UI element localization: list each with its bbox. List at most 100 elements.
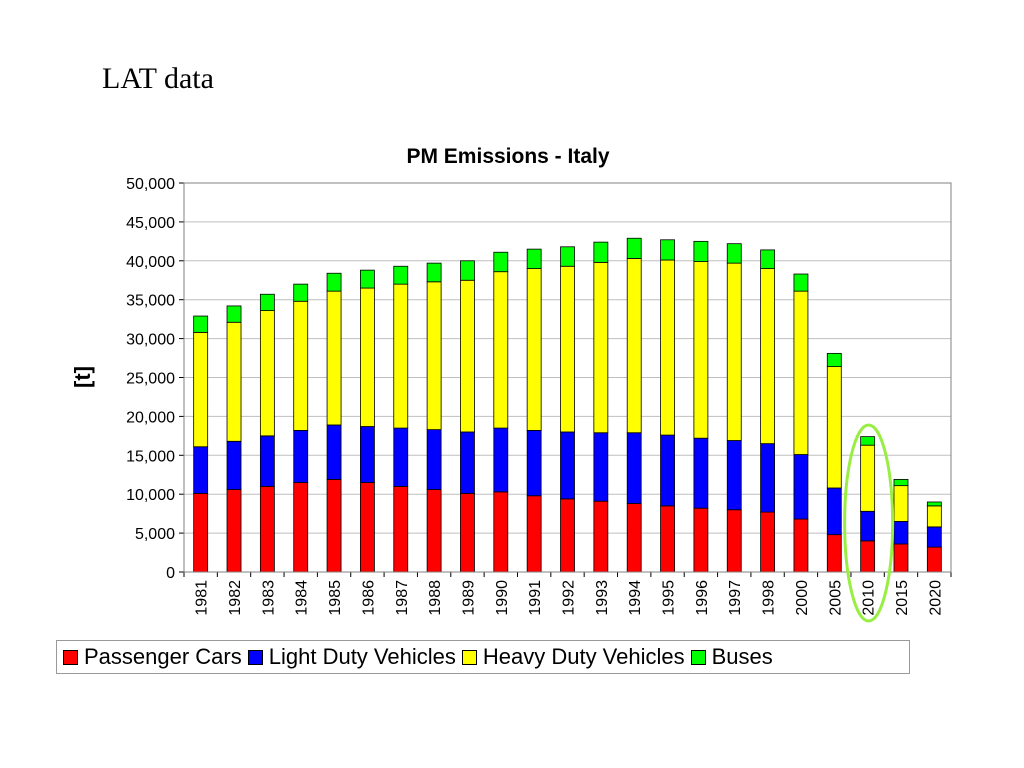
bar-heavy-duty-vehicles-1981 [193, 331, 209, 448]
bar-light-duty-vehicles-1995 [660, 434, 675, 507]
legend-label: Light Duty Vehicles [268, 644, 456, 669]
bar-buses-1996 [693, 240, 709, 262]
bar-heavy-duty-vehicles-1997 [726, 262, 742, 441]
x-tick-label: 1985 [327, 580, 344, 616]
bar-buses-2015 [893, 479, 909, 487]
legend-item-passenger-cars: Passenger Cars [63, 644, 242, 670]
x-tick-label: 1997 [727, 580, 744, 616]
bar-passenger-cars-1981 [193, 493, 209, 573]
bar-passenger-cars-1992 [560, 498, 575, 573]
x-tick-label: 1981 [194, 580, 211, 616]
bar-buses-1989 [460, 260, 475, 281]
legend-item-buses: Buses [690, 644, 773, 670]
bar-light-duty-vehicles-1996 [693, 437, 709, 509]
x-tick-label: 1990 [494, 580, 511, 616]
bar-passenger-cars-2015 [893, 543, 909, 573]
legend-label: Buses [711, 644, 773, 669]
bar-buses-1991 [526, 248, 542, 269]
x-tick-label: 1996 [694, 580, 711, 616]
x-tick-label: 1989 [460, 580, 477, 616]
plot-area-frame [183, 182, 952, 573]
bar-heavy-duty-vehicles-1993 [593, 261, 609, 434]
bar-heavy-duty-vehicles-1984 [293, 300, 309, 431]
x-tick-label: 2010 [861, 580, 878, 616]
bar-heavy-duty-vehicles-1995 [660, 259, 675, 436]
bar-heavy-duty-vehicles-1986 [360, 287, 375, 427]
bar-passenger-cars-1995 [660, 505, 675, 573]
bar-heavy-duty-vehicles-1987 [393, 283, 409, 429]
x-tick-label: 2000 [794, 580, 811, 616]
bar-buses-1993 [593, 241, 609, 263]
bar-light-duty-vehicles-1986 [360, 426, 375, 483]
legend-swatch [63, 649, 78, 665]
bar-heavy-duty-vehicles-2020 [926, 505, 942, 528]
bar-passenger-cars-1991 [526, 495, 542, 573]
bar-light-duty-vehicles-1983 [259, 435, 275, 487]
bar-light-duty-vehicles-1989 [460, 431, 475, 494]
bar-passenger-cars-1996 [693, 507, 709, 573]
x-tick-label: 1993 [594, 580, 611, 616]
y-tick-label: 35,000 [126, 293, 175, 310]
bar-light-duty-vehicles-1993 [593, 432, 609, 502]
x-tick-label: 1998 [761, 580, 778, 616]
bar-buses-1990 [493, 251, 509, 273]
legend: Passenger Cars Light Duty Vehicles Heavy D… [56, 640, 910, 674]
bar-heavy-duty-vehicles-1991 [526, 268, 542, 431]
y-tick-label: 5,000 [135, 526, 175, 543]
bar-passenger-cars-2005 [826, 534, 842, 573]
y-axis-ticks: 0 5,000 10,000 15,000 20,000 25,000 30,000 35,0… [126, 176, 184, 582]
bar-buses-1984 [293, 283, 309, 302]
bar-heavy-duty-vehicles-1988 [426, 281, 442, 431]
bar-heavy-duty-vehicles-2015 [893, 485, 909, 522]
bar-heavy-duty-vehicles-1994 [626, 258, 642, 434]
y-tick-label: 0 [166, 565, 175, 582]
bar-passenger-cars-1998 [760, 511, 775, 573]
bar-buses-2005 [826, 352, 842, 368]
bar-heavy-duty-vehicles-1990 [493, 271, 509, 429]
bar-light-duty-vehicles-1985 [326, 424, 342, 480]
bar-buses-1998 [760, 249, 775, 269]
y-tick-label: 20,000 [126, 409, 175, 426]
bar-light-duty-vehicles-1988 [426, 429, 442, 490]
bar-light-duty-vehicles-2005 [826, 487, 842, 536]
bar-light-duty-vehicles-1997 [726, 440, 742, 511]
bar-passenger-cars-1985 [326, 479, 342, 573]
bar-buses-2010 [860, 436, 876, 446]
y-tick-label: 40,000 [126, 254, 175, 271]
bar-heavy-duty-vehicles-1983 [259, 310, 275, 437]
pm-emissions-chart: PM Emissions - Italy [t] 0 5,000 10,000 15,… [70, 145, 952, 623]
bar-passenger-cars-1984 [293, 482, 309, 573]
y-tick-label: 15,000 [126, 448, 175, 465]
bar-passenger-cars-2000 [793, 518, 809, 573]
bar-light-duty-vehicles-2000 [793, 454, 809, 520]
y-axis-label: [t] [70, 366, 95, 388]
bar-passenger-cars-2010 [860, 540, 876, 573]
chart-title: PM Emissions - Italy [406, 145, 609, 168]
bar-light-duty-vehicles-1994 [626, 432, 642, 504]
x-tick-label: 1992 [561, 580, 578, 616]
x-tick-label: 1986 [360, 580, 377, 616]
y-tick-label: 50,000 [126, 176, 175, 193]
bar-passenger-cars-1990 [493, 491, 509, 573]
x-tick-label: 2005 [827, 580, 844, 616]
bar-heavy-duty-vehicles-1985 [326, 290, 342, 426]
bar-passenger-cars-1986 [360, 482, 375, 573]
bar-buses-1994 [626, 237, 642, 259]
legend-item-light-duty-vehicles: Light Duty Vehicles [247, 644, 456, 670]
bar-buses-2020 [926, 501, 942, 507]
bar-heavy-duty-vehicles-2010 [860, 444, 876, 512]
x-tick-label: 1983 [260, 580, 277, 616]
bar-heavy-duty-vehicles-1989 [460, 279, 475, 433]
bar-heavy-duty-vehicles-1996 [693, 261, 709, 439]
x-tick-label: 1994 [627, 580, 644, 616]
x-tick-label: 1982 [227, 580, 244, 616]
legend-label: Passenger Cars [84, 644, 242, 669]
bar-light-duty-vehicles-1990 [493, 427, 509, 493]
y-tick-label: 10,000 [126, 487, 175, 504]
bar-buses-1987 [393, 265, 409, 285]
x-tick-label: 1984 [294, 580, 311, 616]
x-tick-label: 1988 [427, 580, 444, 616]
bar-light-duty-vehicles-1987 [393, 427, 409, 487]
y-tick-label: 25,000 [126, 371, 175, 388]
bar-heavy-duty-vehicles-1982 [226, 321, 242, 442]
